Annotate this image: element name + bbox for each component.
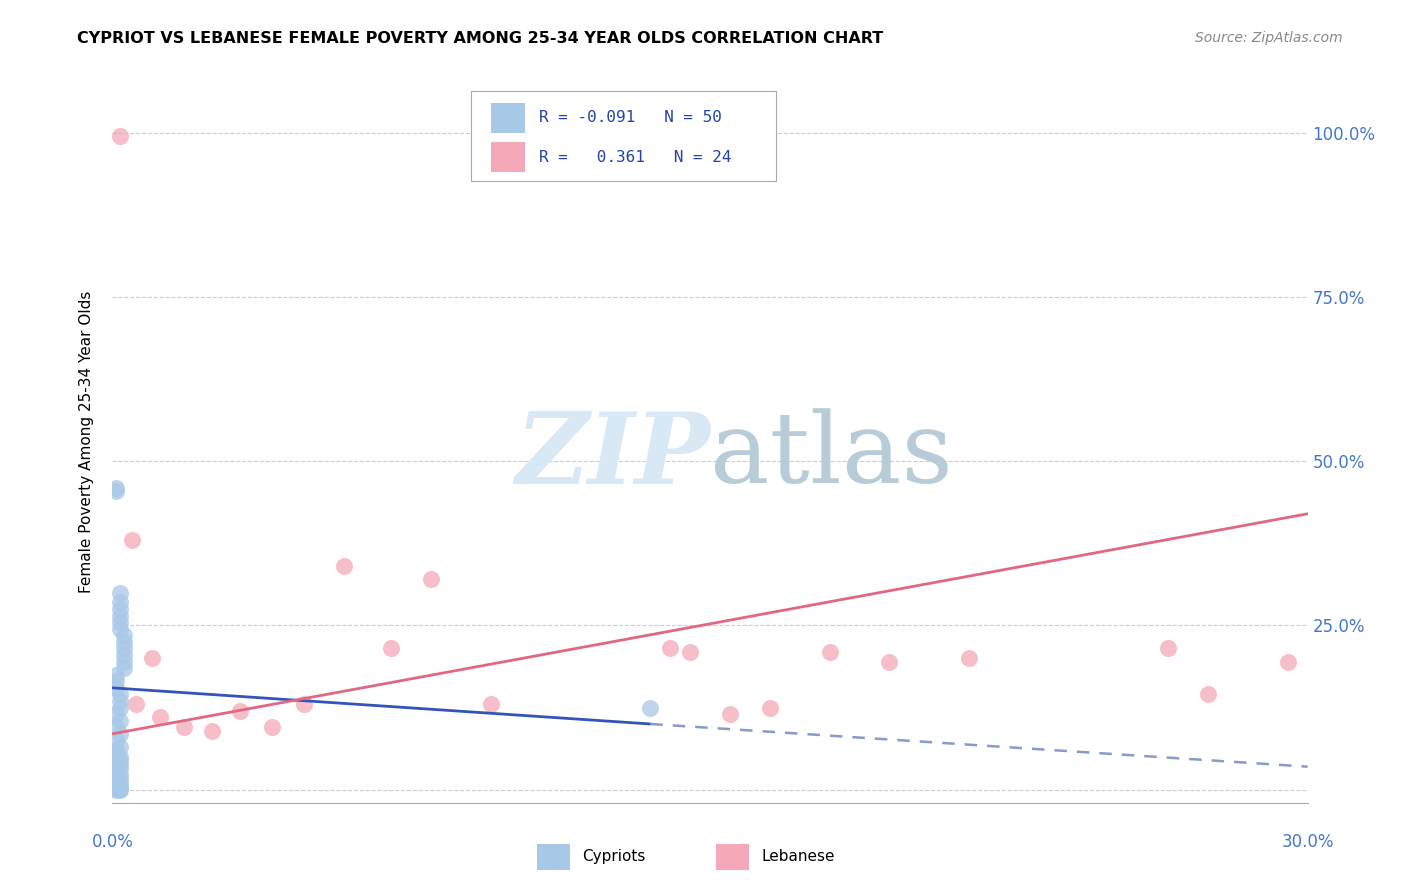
Y-axis label: Female Poverty Among 25-34 Year Olds: Female Poverty Among 25-34 Year Olds	[79, 291, 94, 592]
Point	[110, 622, 132, 636]
Point	[110, 768, 132, 782]
Point	[114, 655, 135, 669]
Point	[105, 483, 128, 498]
Point	[110, 615, 132, 630]
FancyBboxPatch shape	[537, 845, 571, 870]
Point	[110, 753, 132, 767]
Point	[114, 661, 135, 675]
Point	[105, 779, 128, 793]
Point	[105, 720, 128, 734]
Point	[105, 782, 128, 797]
Point	[114, 641, 135, 656]
Point	[105, 766, 128, 780]
Text: 30.0%: 30.0%	[1281, 833, 1334, 851]
Point	[114, 628, 135, 642]
Point	[380, 641, 402, 656]
Point	[105, 782, 128, 797]
Point	[110, 714, 132, 728]
Point	[105, 667, 128, 681]
Point	[110, 694, 132, 708]
Point	[110, 762, 132, 776]
Text: Source: ZipAtlas.com: Source: ZipAtlas.com	[1195, 31, 1343, 45]
Text: atlas: atlas	[710, 409, 953, 504]
Point	[292, 698, 315, 712]
Point	[110, 739, 132, 754]
Point	[110, 585, 132, 599]
Point	[759, 700, 782, 714]
Point	[110, 608, 132, 623]
Point	[110, 700, 132, 714]
Point	[110, 602, 132, 616]
Point	[110, 780, 132, 794]
Point	[110, 782, 132, 797]
Point	[105, 774, 128, 789]
Point	[105, 781, 128, 796]
Point	[110, 782, 132, 797]
Point	[105, 733, 128, 747]
Point	[105, 760, 128, 774]
Point	[105, 776, 128, 790]
Point	[105, 764, 128, 779]
Point	[718, 707, 741, 722]
Point	[105, 681, 128, 695]
Point	[110, 687, 132, 701]
Text: R =   0.361   N = 24: R = 0.361 N = 24	[538, 150, 731, 164]
Point	[229, 704, 252, 718]
FancyBboxPatch shape	[491, 103, 524, 133]
Point	[110, 727, 132, 741]
Text: R = -0.091   N = 50: R = -0.091 N = 50	[538, 111, 723, 126]
Point	[105, 674, 128, 689]
Point	[110, 772, 132, 787]
Point	[173, 720, 195, 734]
Point	[105, 756, 128, 771]
Point	[110, 757, 132, 772]
Point	[110, 777, 132, 791]
Point	[149, 710, 172, 724]
Point	[105, 743, 128, 757]
Text: ZIP: ZIP	[515, 408, 710, 504]
FancyBboxPatch shape	[716, 845, 749, 870]
Point	[201, 723, 224, 738]
Point	[420, 573, 443, 587]
Point	[125, 698, 148, 712]
Point	[659, 641, 682, 656]
Point	[121, 533, 143, 547]
Point	[114, 635, 135, 649]
Point	[957, 651, 980, 665]
Point	[479, 698, 502, 712]
Text: 0.0%: 0.0%	[91, 833, 134, 851]
Point	[141, 651, 163, 665]
Text: Lebanese: Lebanese	[762, 849, 835, 864]
Point	[332, 559, 354, 574]
Point	[879, 655, 901, 669]
FancyBboxPatch shape	[471, 91, 776, 181]
Point	[105, 481, 128, 495]
Point	[105, 707, 128, 722]
Point	[105, 747, 128, 761]
Point	[1197, 687, 1219, 701]
FancyBboxPatch shape	[491, 142, 524, 172]
Point	[679, 645, 702, 659]
Point	[1277, 655, 1299, 669]
Point	[640, 700, 662, 714]
Point	[110, 129, 132, 144]
Point	[114, 648, 135, 662]
Point	[818, 645, 841, 659]
Point	[1157, 641, 1180, 656]
Point	[110, 595, 132, 609]
Point	[105, 771, 128, 785]
Text: CYPRIOT VS LEBANESE FEMALE POVERTY AMONG 25-34 YEAR OLDS CORRELATION CHART: CYPRIOT VS LEBANESE FEMALE POVERTY AMONG…	[77, 31, 883, 46]
Text: Cypriots: Cypriots	[582, 849, 645, 864]
Point	[260, 720, 283, 734]
Point	[110, 749, 132, 764]
